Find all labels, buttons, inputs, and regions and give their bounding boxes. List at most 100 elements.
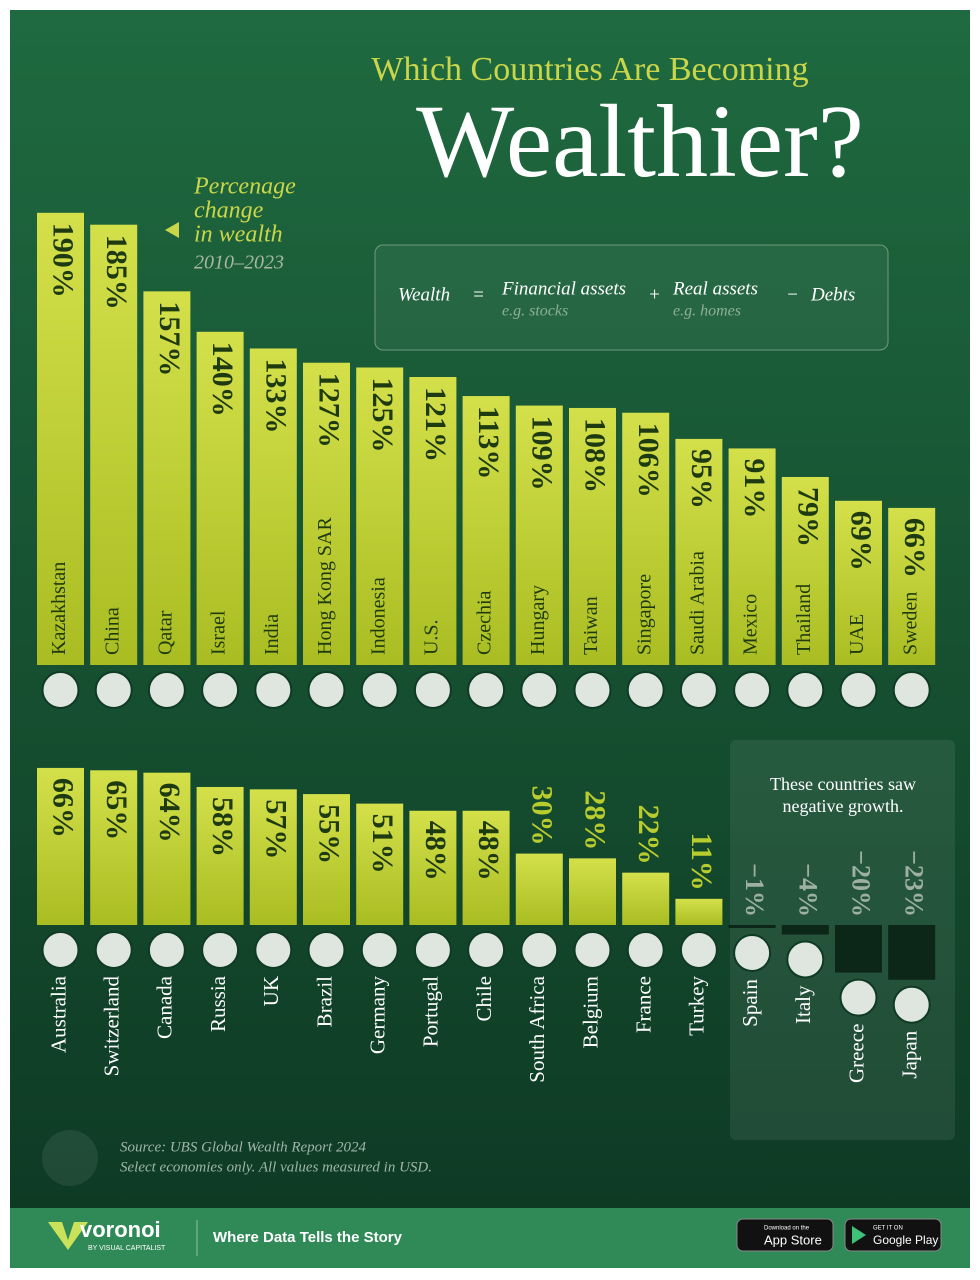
category-label: Israel (208, 610, 230, 655)
bar (888, 925, 936, 980)
value-label: 48% (419, 821, 452, 881)
bar (728, 925, 776, 928)
pointer (165, 222, 179, 238)
bar (90, 224, 138, 665)
value-label: 91% (738, 458, 771, 518)
value-label: 48% (472, 821, 505, 881)
flag (94, 931, 133, 969)
flag (467, 931, 506, 969)
bar (303, 794, 350, 925)
bar (622, 872, 670, 925)
formula-example: e.g. stocks (502, 303, 568, 320)
bar (196, 786, 244, 925)
bar (356, 367, 404, 665)
formula-term: Wealth (398, 284, 450, 305)
bar (462, 810, 510, 925)
value-label: 133% (259, 358, 292, 433)
badge-line: Google Play (873, 1233, 938, 1247)
bar (303, 362, 350, 665)
category-label: Greece (844, 1024, 868, 1083)
period: 2010–2023 (194, 252, 284, 274)
bar (249, 789, 297, 925)
source-line: Select economies only. All values measur… (120, 1159, 432, 1175)
category-label: Taiwan (580, 596, 602, 655)
value-label: 66% (898, 518, 931, 578)
flag (307, 671, 346, 709)
flag (413, 671, 452, 709)
value-label: −20% (847, 850, 876, 917)
value-label: 64% (153, 783, 186, 843)
category-label: Canada (153, 975, 177, 1039)
formula-term: Financial assets (501, 278, 626, 299)
value-label: 127% (313, 373, 346, 448)
formula-op: = (472, 284, 485, 305)
category-label: South Africa (525, 975, 549, 1082)
value-label: 65% (100, 780, 133, 840)
tagline: Where Data Tells the Story (213, 1229, 403, 1246)
category-label: Kazakhstan (48, 562, 70, 655)
flag (626, 931, 665, 969)
category-label: U.S. (420, 619, 442, 655)
badge-line: App Store (764, 1232, 822, 1247)
flag (786, 671, 825, 709)
flag (467, 671, 506, 709)
category-label: Sweden (899, 592, 921, 655)
flag (254, 671, 293, 709)
bar (835, 500, 882, 665)
flag (839, 671, 878, 709)
flag (147, 931, 186, 969)
bars: 190% Kazakhstan 185% China 157% Qatar 140% Isra… (37, 212, 936, 1083)
annotation-line: in wealth (194, 222, 283, 248)
value-label: 58% (206, 797, 239, 857)
bar (143, 772, 191, 925)
bar (781, 925, 829, 935)
bar (781, 476, 829, 665)
flag (201, 671, 240, 709)
bar (409, 810, 457, 925)
value-label: −4% (793, 863, 822, 917)
bar (888, 507, 936, 665)
value-label: 185% (100, 235, 133, 310)
category-label: Italy (791, 985, 815, 1024)
value-label: 121% (419, 387, 452, 462)
category-label: Chile (472, 976, 496, 1022)
flag (626, 671, 665, 709)
bar (675, 898, 723, 925)
flag (733, 934, 772, 972)
negative-note: negative growth. (783, 796, 904, 816)
formula-term: Debts (810, 284, 855, 305)
chart-subtitle: Wealthier? (416, 84, 864, 199)
flag (573, 931, 612, 969)
flag (307, 931, 346, 969)
flag (520, 671, 559, 709)
app-store-badge[interactable] (736, 1218, 834, 1252)
category-label: Hong Kong SAR (314, 517, 336, 655)
bar (37, 212, 84, 666)
category-label: Russia (206, 975, 230, 1032)
value-label: 140% (206, 342, 239, 417)
flag (679, 931, 718, 969)
category-label: Portugal (419, 976, 443, 1047)
flag (94, 671, 133, 709)
flag (254, 931, 293, 969)
category-label: Singapore (633, 574, 655, 655)
formula-example: e.g. homes (673, 303, 741, 320)
flag (360, 931, 399, 969)
bar (143, 291, 191, 665)
formula-op: + (648, 284, 661, 305)
flag (360, 671, 399, 709)
google-play-badge[interactable] (844, 1218, 942, 1252)
category-label: UK (259, 976, 283, 1006)
brand-sub: BY VISUAL CAPITALIST (88, 1245, 166, 1252)
value-label: 113% (472, 406, 505, 479)
category-label: India (261, 614, 283, 655)
negative-note: These countries saw (770, 774, 916, 794)
value-label: 109% (525, 416, 558, 491)
flag (520, 931, 559, 969)
category-label: Brazil (312, 976, 336, 1027)
formula-box (374, 244, 889, 351)
flag (892, 671, 931, 709)
value-label: 95% (685, 449, 718, 509)
